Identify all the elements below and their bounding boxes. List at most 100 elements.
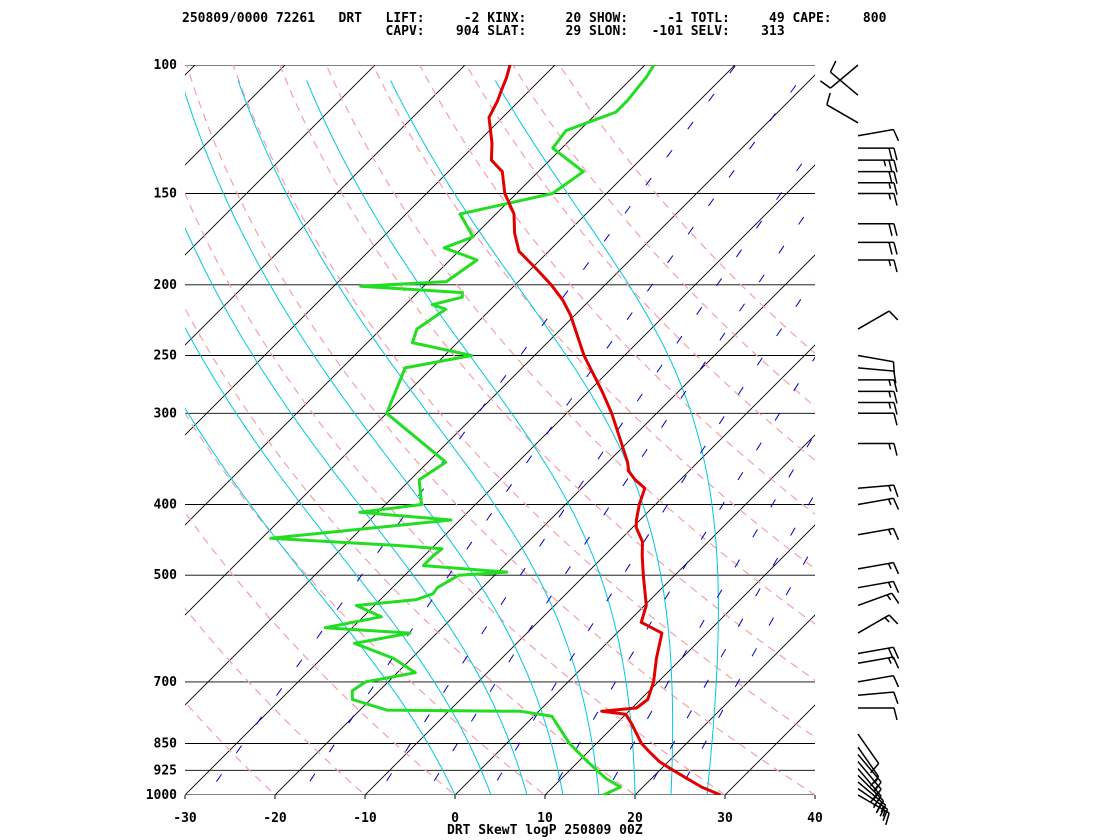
wind-barb xyxy=(857,527,900,541)
moist-adiabat-line xyxy=(185,407,456,795)
mixing-ratio-line xyxy=(377,144,815,795)
wind-barb xyxy=(858,159,898,173)
wind-barb xyxy=(858,442,898,456)
pressure-tick-label: 300 xyxy=(154,406,178,421)
temperature-tick-label: -30 xyxy=(173,811,197,826)
isotherm-line xyxy=(544,524,815,795)
dewpoint-trace xyxy=(269,65,656,795)
mixing-ratio-line xyxy=(300,65,812,795)
temperature-tick-label: 20 xyxy=(627,811,643,826)
dry-adiabat-line xyxy=(185,701,276,795)
wind-barb xyxy=(857,733,880,774)
wind-barb xyxy=(858,192,898,206)
wind-barb xyxy=(826,92,859,124)
isotherm-line xyxy=(185,65,466,346)
dry-adiabat-line xyxy=(185,511,456,795)
pressure-tick-label: 500 xyxy=(154,568,178,583)
dry-adiabat-line xyxy=(558,65,815,355)
wind-barb xyxy=(857,768,882,807)
dry-adiabat-line xyxy=(232,65,815,738)
pressure-tick-label: 400 xyxy=(154,498,178,513)
mixing-ratio-line xyxy=(604,433,815,795)
wind-barb xyxy=(858,412,898,426)
temperature-trace xyxy=(487,65,722,795)
temperature-tick-label: 40 xyxy=(807,811,823,826)
pressure-tick-label: 200 xyxy=(154,278,178,293)
wind-barb xyxy=(857,354,896,375)
wind-barb xyxy=(858,379,898,393)
pressure-tick-label: 850 xyxy=(154,736,178,751)
wind-barb xyxy=(857,484,899,498)
dry-adiabat-line xyxy=(185,65,815,795)
isotherm-line xyxy=(274,254,815,795)
chart-caption: DRT SkewT logP 250809 00Z xyxy=(447,823,643,838)
isotherm-line xyxy=(185,65,286,166)
temperature-tick-label: -10 xyxy=(353,811,377,826)
header-line-2: CAPV: 904 SLAT: 29 SLON: -101 SELV: 313 xyxy=(182,24,785,39)
wind-barb xyxy=(858,182,898,195)
dry-adiabat-line xyxy=(0,65,109,811)
mixing-ratio-line xyxy=(206,65,737,795)
isotherm-line xyxy=(634,614,815,795)
wind-barb xyxy=(858,707,898,721)
wind-barb xyxy=(858,259,898,273)
isotherm-line xyxy=(890,49,1120,811)
dry-adiabat-line xyxy=(185,794,186,795)
moist-adiabat-line xyxy=(185,226,528,795)
mixing-ratio-line xyxy=(549,356,815,795)
temperature-tick-label: 10 xyxy=(537,811,553,826)
isotherm-line xyxy=(814,794,815,795)
wind-barb xyxy=(857,367,897,384)
pressure-tick-label: 700 xyxy=(154,675,178,690)
isotherm-line xyxy=(185,65,736,616)
isotherm-line xyxy=(364,344,815,795)
wind-barb xyxy=(858,147,898,161)
dry-adiabat-line xyxy=(279,65,815,681)
temperature-tick-label: 30 xyxy=(717,811,733,826)
isotherm-line xyxy=(185,65,196,76)
isotherm-line xyxy=(185,65,646,526)
dry-adiabat-line xyxy=(418,65,815,515)
isotherm-line xyxy=(185,65,556,436)
dry-adiabat-line xyxy=(512,65,815,408)
temperature-tick-label: -20 xyxy=(263,811,287,826)
isotherm-line xyxy=(454,434,815,795)
isotherm-line xyxy=(724,704,815,795)
moist-adiabat-line xyxy=(185,91,564,795)
wind-barb xyxy=(857,561,900,575)
wind-barb xyxy=(858,223,898,236)
isotherm-line xyxy=(185,65,376,256)
wind-barb xyxy=(829,60,859,96)
dry-adiabat-line xyxy=(185,607,366,795)
wind-barb xyxy=(857,580,900,594)
header-line-1: 250809/0000 72261 DRT LIFT: -2 KINX: 20 … xyxy=(182,11,887,26)
wind-barb xyxy=(857,646,900,660)
pressure-tick-label: 150 xyxy=(154,187,178,202)
mixing-ratio-line xyxy=(644,492,815,795)
isotherm-line xyxy=(185,74,815,706)
dry-adiabat-line xyxy=(0,65,18,811)
pressure-tick-label: 250 xyxy=(154,348,178,363)
dry-adiabat-line xyxy=(372,65,815,570)
wind-barb xyxy=(857,674,900,688)
wind-barb xyxy=(858,390,898,404)
wind-barb xyxy=(857,656,900,669)
wind-barb xyxy=(857,128,900,142)
wind-barb xyxy=(857,497,900,510)
temperature-tick-label: 0 xyxy=(451,811,459,826)
pressure-tick-label: 925 xyxy=(154,763,177,778)
wind-barb xyxy=(858,401,898,415)
isotherm-line xyxy=(0,49,31,811)
plot-lines xyxy=(0,49,1120,811)
wind-barb xyxy=(857,746,880,787)
mixing-ratio-line xyxy=(424,199,815,795)
wind-barb xyxy=(858,170,898,184)
wind-barb xyxy=(857,614,899,634)
moist-adiabat-line xyxy=(494,80,719,795)
wind-barb xyxy=(857,310,899,330)
dry-adiabat-line xyxy=(185,192,727,795)
wind-barb xyxy=(857,691,899,705)
moist-adiabat-line xyxy=(237,80,600,795)
wind-barb xyxy=(857,592,900,607)
